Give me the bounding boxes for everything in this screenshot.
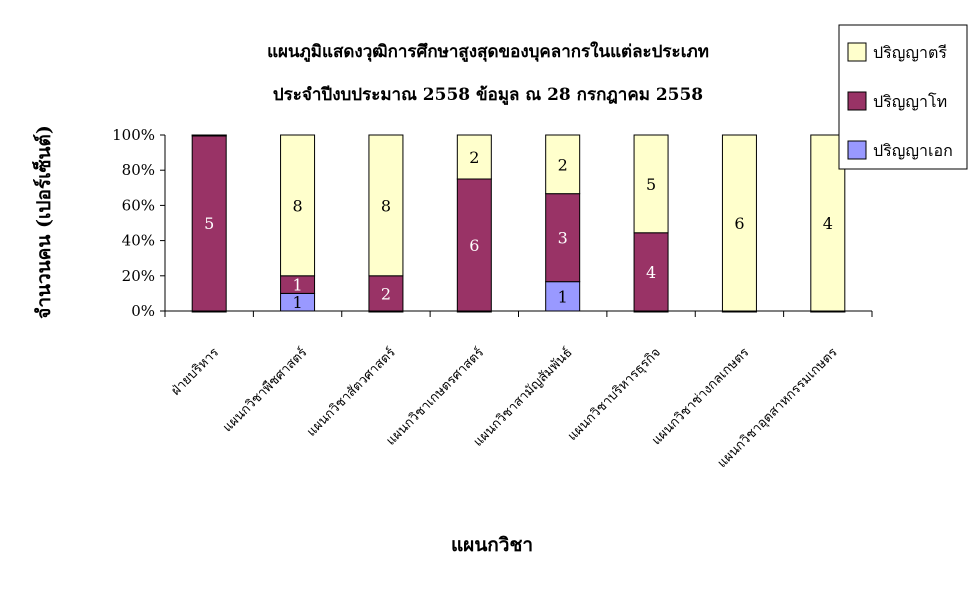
data-label: 8 bbox=[381, 196, 391, 215]
chart-subtitle: ประจำปีงบประมาณ 2558 ข้อมูล ณ 28 กรกฎาคม… bbox=[273, 84, 703, 106]
y-tick-label: 100% bbox=[112, 126, 155, 144]
y-tick-label: 80% bbox=[122, 161, 155, 179]
data-label: 5 bbox=[204, 214, 214, 233]
legend-label: ปริญญาเอก bbox=[873, 141, 953, 160]
x-category-label: ฝ่ายบริหาร bbox=[169, 345, 222, 398]
y-tick-label: 20% bbox=[122, 267, 155, 285]
bar-segment bbox=[633, 134, 669, 234]
y-tick-label: 60% bbox=[122, 196, 155, 214]
data-label: 5 bbox=[646, 175, 656, 194]
x-axis-title: แผนกวิชา bbox=[451, 534, 533, 556]
legend-label: ปริญญาโท bbox=[873, 92, 947, 111]
bar-segment bbox=[721, 134, 757, 312]
legend-swatch bbox=[847, 42, 867, 62]
bar-segment bbox=[456, 178, 492, 312]
data-label: 8 bbox=[292, 196, 302, 215]
data-label: 2 bbox=[558, 155, 568, 174]
x-category-label: แผนกวิชาสามัญสัมพันธ์ bbox=[470, 345, 575, 450]
plot-area: 0%20%40%60%80%100%5ฝ่ายบริหาร118แผนกวิชา… bbox=[112, 126, 873, 471]
bar-segment bbox=[191, 134, 227, 312]
data-label: 1 bbox=[292, 276, 302, 295]
data-label: 3 bbox=[558, 229, 568, 248]
bar-segment bbox=[545, 193, 581, 283]
x-category-label: แผนกวิชาบริหารธุรกิจ bbox=[565, 345, 664, 444]
bar-segment bbox=[280, 134, 316, 277]
y-tick-label: 40% bbox=[122, 232, 155, 250]
x-category-label: แผนกวิชาสัตวศาสตร์ bbox=[303, 345, 398, 440]
y-tick-label: 0% bbox=[131, 302, 155, 320]
data-label: 2 bbox=[469, 148, 479, 167]
data-label: 1 bbox=[292, 293, 302, 312]
bar-segment bbox=[545, 134, 581, 195]
legend-label: ปริญญาตรี bbox=[873, 43, 947, 62]
bar-segment bbox=[368, 134, 404, 277]
bar-segment bbox=[545, 281, 581, 312]
bar-segment bbox=[191, 134, 227, 137]
data-label: 6 bbox=[734, 214, 744, 233]
data-label: 2 bbox=[381, 284, 391, 303]
chart-title: แผนภูมิแสดงวุฒิการศึกษาสูงสุดของบุคลากรใ… bbox=[267, 41, 709, 63]
y-axis-title: จำนวนคน (เปอร์เซ็นต์) bbox=[31, 125, 55, 319]
x-category-label: แผนกวิชาช่างกลเกษตร bbox=[649, 345, 752, 448]
data-label: 6 bbox=[469, 236, 479, 255]
legend-swatch bbox=[847, 140, 867, 160]
x-category-label: แผนกวิชาพืชศาสตร์ bbox=[220, 345, 311, 436]
bar-segment bbox=[456, 134, 492, 180]
data-label: 1 bbox=[558, 287, 568, 306]
legend-swatch bbox=[847, 91, 867, 111]
data-label: 4 bbox=[646, 263, 656, 282]
x-category-label: แผนกวิชาเกษตรศาสตร์ bbox=[383, 345, 487, 449]
data-label: 4 bbox=[823, 214, 833, 233]
